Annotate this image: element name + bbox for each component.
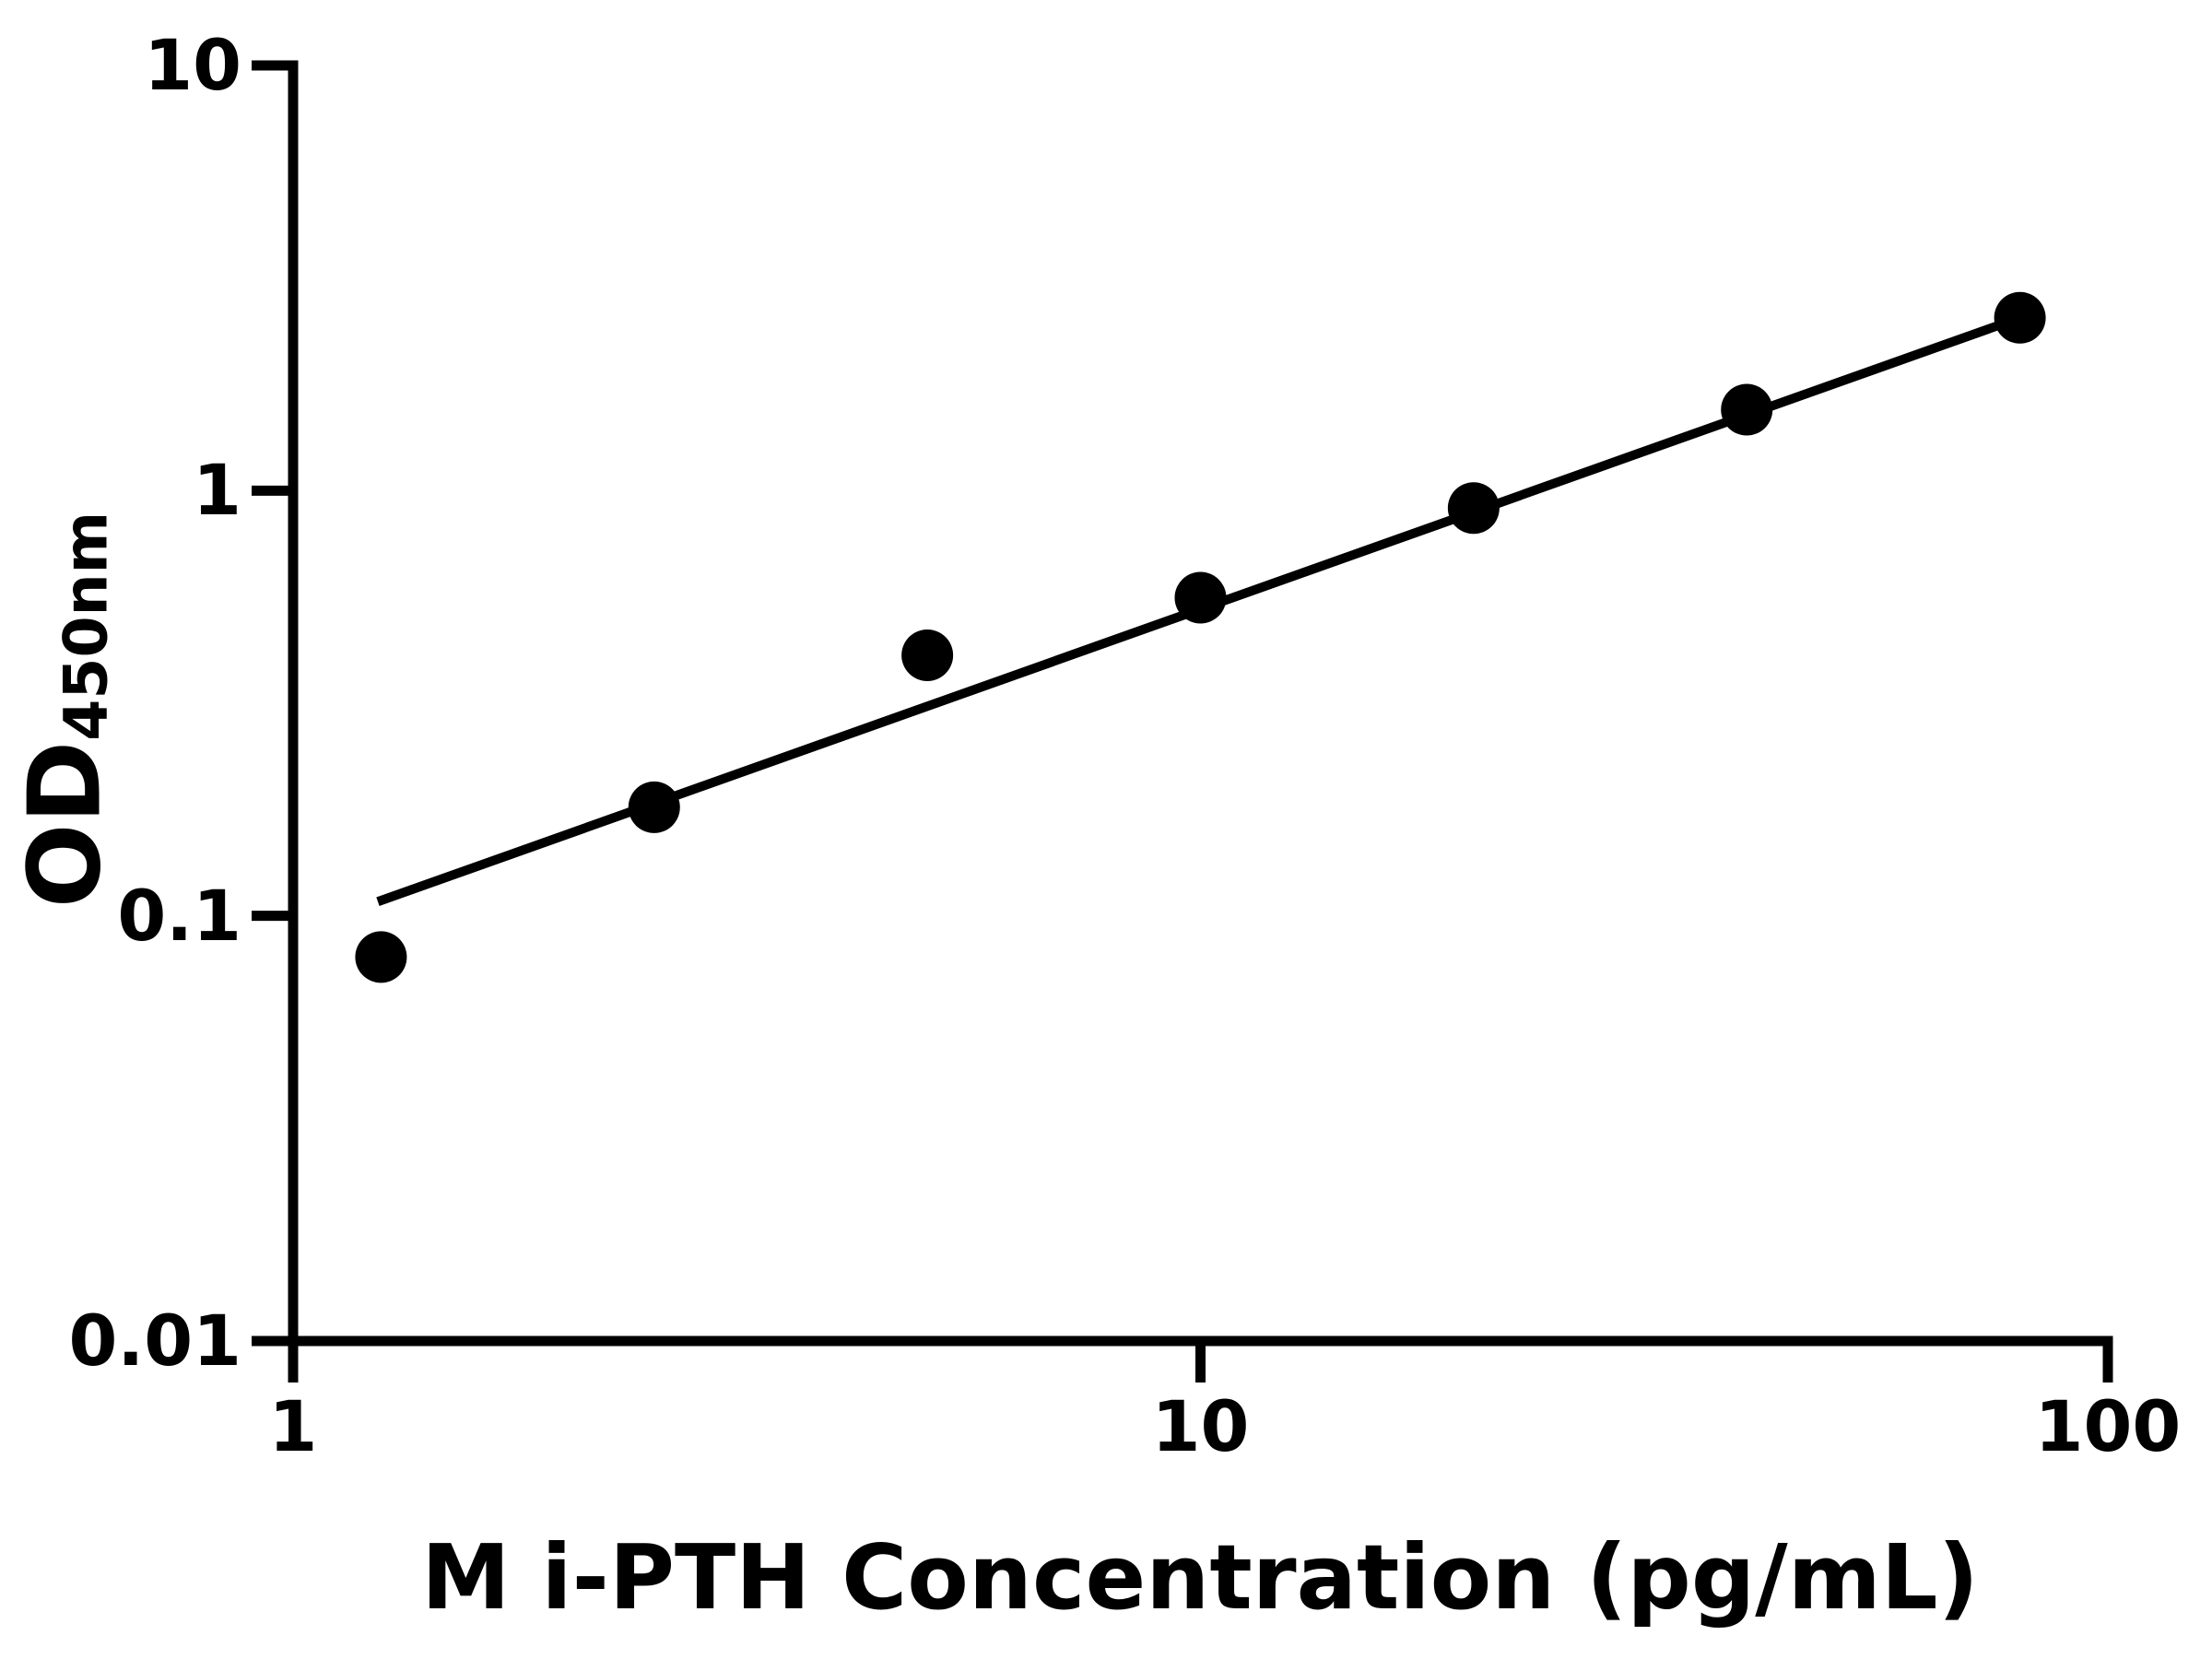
data-point-2_5 xyxy=(628,781,680,833)
data-point-5 xyxy=(901,629,954,681)
data-point-1_25 xyxy=(355,931,407,983)
y-axis-title-subscript: 450nm xyxy=(52,511,122,741)
data-point-20 xyxy=(1447,482,1500,535)
x-tick-label-1: 1 xyxy=(268,1385,318,1467)
y-axis-title: OD450nm xyxy=(8,511,124,908)
y-tick-label-0.01: 0.01 xyxy=(68,1300,241,1382)
y-tick-label-1: 1 xyxy=(193,449,241,532)
data-point-10 xyxy=(1174,571,1227,624)
x-axis-title: M i-PTH Concentration (pg/mL) xyxy=(421,1525,1979,1630)
data-point-40 xyxy=(1721,383,1773,436)
y-tick-label-10: 10 xyxy=(144,24,241,106)
y-tick-label-0.1: 0.1 xyxy=(117,874,241,957)
y-axis-title-main: OD xyxy=(7,740,124,909)
data-point-80 xyxy=(1994,291,2046,344)
x-tick-label-10: 10 xyxy=(1151,1385,1250,1467)
x-tick-label-100: 100 xyxy=(2034,1385,2182,1467)
